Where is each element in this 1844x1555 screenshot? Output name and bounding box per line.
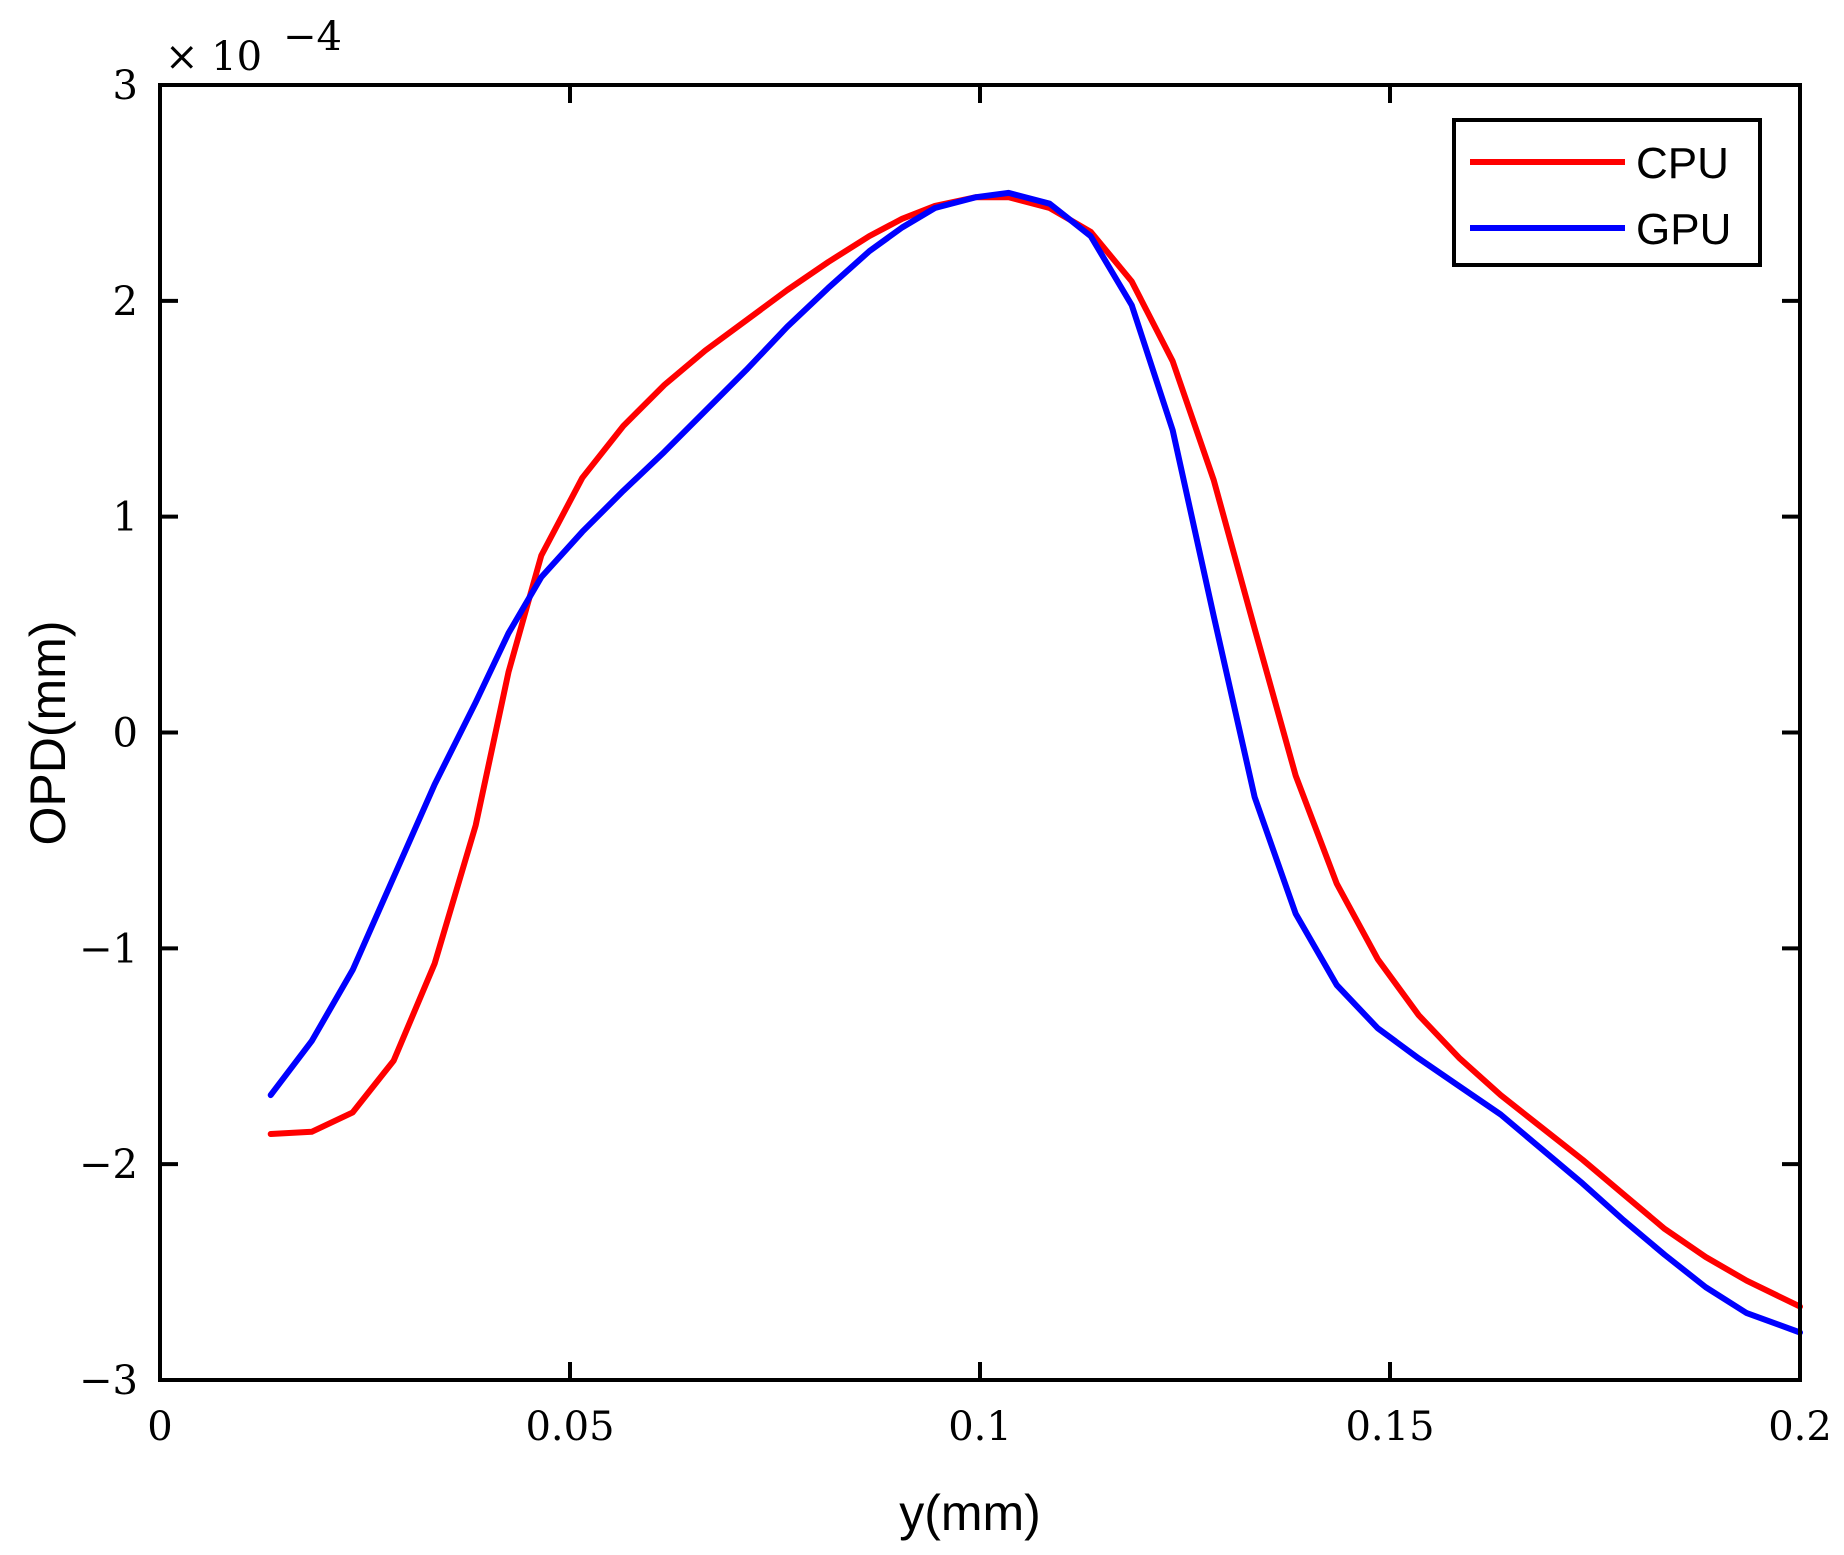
axes-layer: 0 0.05 0.1 0.15 0.2 −3 −2 −1 0 1 2 3 <box>79 63 1832 1450</box>
y-scale-exponent: −4 <box>283 14 342 60</box>
y-tick-label: 3 <box>113 63 138 109</box>
legend-label-cpu: CPU <box>1636 139 1729 188</box>
x-tick-label: 0.15 <box>1345 1404 1434 1450</box>
y-tick-label: −1 <box>79 926 138 972</box>
plot-background <box>160 85 1800 1380</box>
legend: CPU GPU <box>1452 118 1762 267</box>
y-tick-label: −2 <box>79 1142 138 1188</box>
y-axis-title: OPD(mm) <box>20 621 76 846</box>
x-tick-label: 0 <box>147 1404 172 1450</box>
x-tick-label: 0.2 <box>1768 1404 1832 1450</box>
x-tick-label: 0.1 <box>948 1404 1012 1450</box>
y-tick-label: 1 <box>113 495 138 541</box>
x-tick-label: 0.05 <box>525 1404 614 1450</box>
x-axis-title: y(mm) <box>899 1485 1041 1541</box>
series-line-gpu <box>267 189 1803 1336</box>
series-layer <box>267 189 1803 1336</box>
plot-area <box>160 85 1800 1380</box>
legend-label-gpu: GPU <box>1636 205 1731 254</box>
series-line-cpu <box>267 194 1803 1310</box>
y-tick-label: 0 <box>113 711 138 757</box>
y-tick-label: 2 <box>113 279 138 325</box>
y-tick-label: −3 <box>79 1358 138 1404</box>
y-scale-base: × 10 <box>165 34 262 80</box>
legend-box <box>1452 118 1762 267</box>
